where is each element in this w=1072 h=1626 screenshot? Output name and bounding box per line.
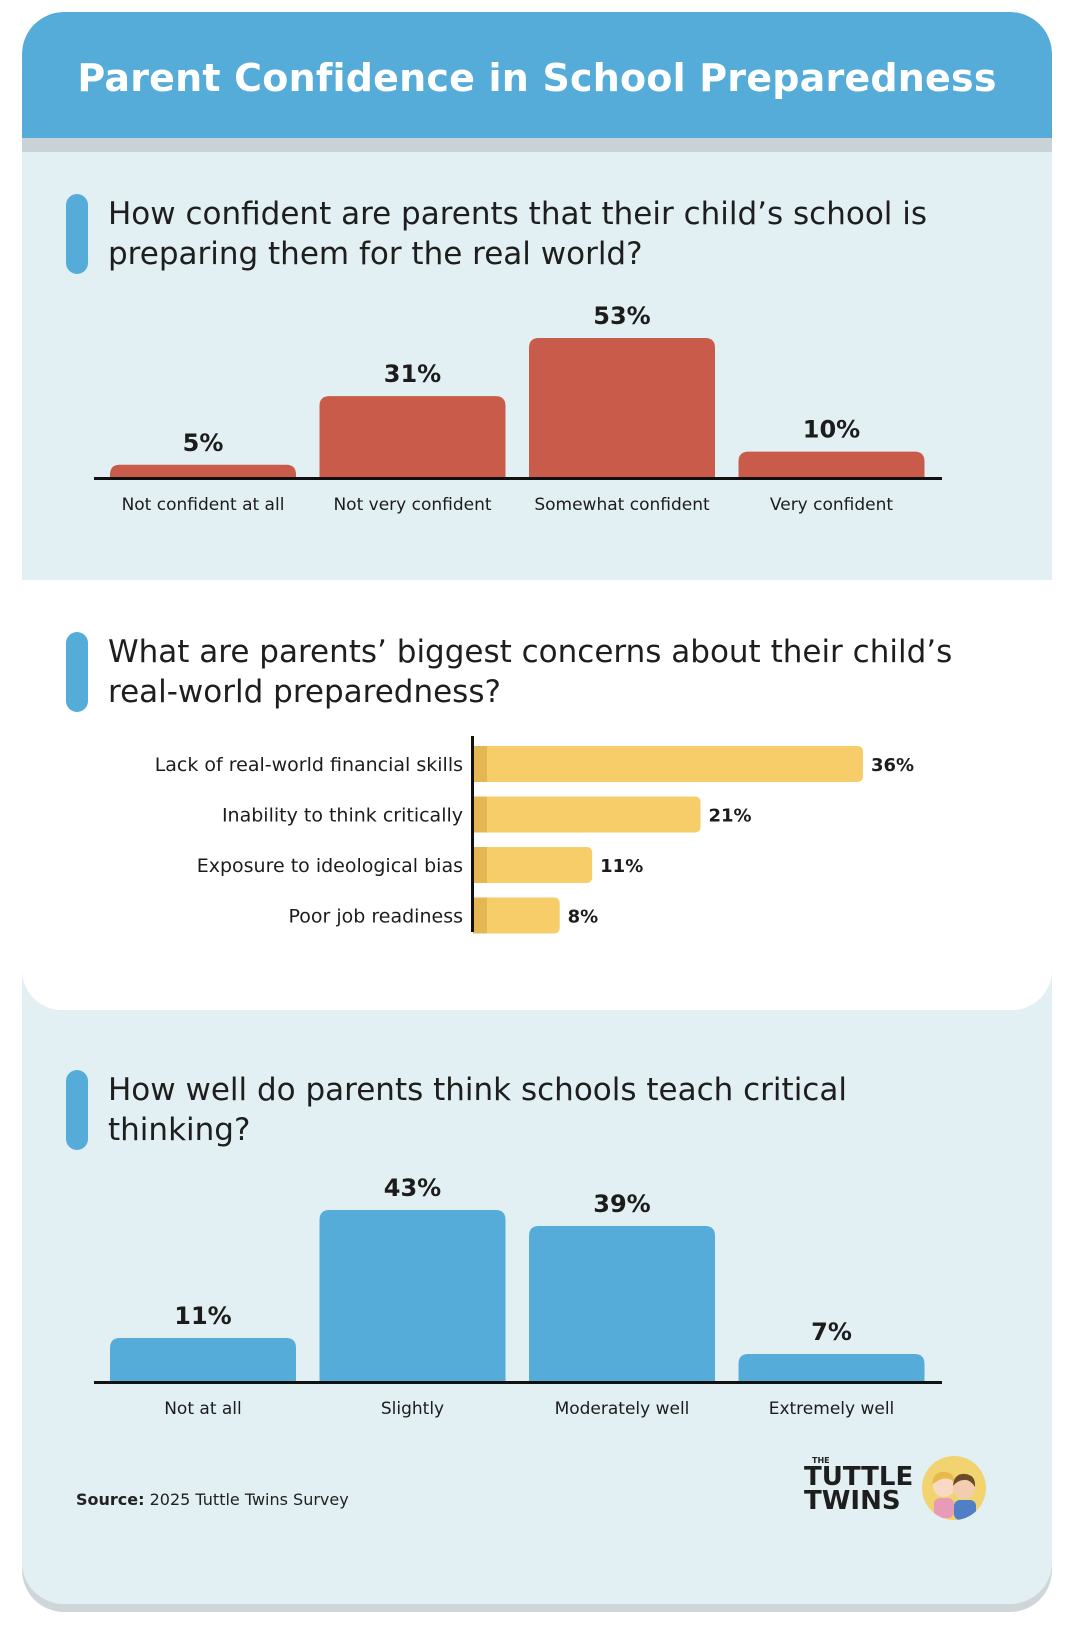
page-title: Parent Confidence in School Preparedness: [77, 56, 997, 100]
confidence-category-label: Not very confident: [333, 495, 491, 515]
critical-thinking-bar: [319, 1210, 506, 1382]
logo-the: THE: [812, 1456, 830, 1465]
concern-value-label: 21%: [709, 806, 752, 827]
confidence-bar: [529, 338, 715, 478]
critical-thinking-category-label: Moderately well: [555, 1399, 690, 1419]
concern-category-label: Inability to think critically: [222, 805, 463, 827]
logo-line-2: TWINS: [804, 1486, 901, 1516]
concern-category-label: Exposure to ideological bias: [197, 855, 463, 877]
critical-thinking-bar-chart: 11% Not at all 43% Slightly 39% Moderately we…: [94, 1174, 942, 1419]
critical-thinking-bar: [529, 1226, 715, 1382]
confidence-value-label: 53%: [593, 302, 650, 330]
concern-bar: [473, 847, 593, 883]
confidence-value-label: 10%: [803, 416, 860, 444]
header-shadow: [22, 138, 1052, 152]
critical-thinking-value-label: 7%: [811, 1318, 852, 1346]
concern-value-label: 11%: [600, 856, 643, 877]
source-text: 2025 Tuttle Twins Survey: [149, 1490, 349, 1509]
concern-bar: [473, 897, 560, 934]
concern-bar: [473, 796, 701, 833]
question-concerns: What are parents’ biggest concerns about…: [108, 634, 953, 710]
critical-thinking-bar: [110, 1338, 296, 1382]
critical-thinking-baseline: [94, 1381, 942, 1384]
critical-thinking-value-label: 43%: [384, 1174, 441, 1202]
critical-thinking-value-label: 11%: [174, 1302, 231, 1330]
confidence-bar-chart: 5% Not confident at all 31% Not very confid…: [94, 302, 942, 515]
concern-bar-shade: [473, 746, 487, 782]
concerns-bar-chart: Lack of real-world financial skills 36% In…: [155, 736, 914, 934]
tuttle-twins-logo: THE TUTTLE TWINS: [798, 1448, 998, 1520]
twins-mascot-icon: [922, 1456, 986, 1520]
confidence-value-label: 31%: [384, 360, 441, 388]
critical-thinking-bar: [738, 1354, 925, 1382]
critical-thinking-category-label: Not at all: [164, 1399, 242, 1419]
critical-thinking-category-label: Extremely well: [769, 1399, 895, 1419]
concern-bar-shade: [473, 897, 487, 934]
section-accent-bar: [66, 632, 88, 712]
concern-value-label: 8%: [568, 907, 599, 928]
section-concerns: What are parents’ biggest concerns about…: [22, 580, 1052, 1010]
question-critical-thinking: How well do parents think schools teach …: [108, 1072, 847, 1148]
section-critical-thinking: How well do parents think schools teach …: [22, 1010, 1052, 1604]
concern-bar: [473, 746, 863, 782]
section-accent-bar: [66, 194, 88, 274]
infographic-card: Parent Confidence in School Preparedness…: [22, 12, 1052, 1604]
source-note: Source: 2025 Tuttle Twins Survey: [76, 1490, 349, 1509]
concern-axis: [471, 736, 474, 932]
confidence-bar: [319, 396, 506, 478]
confidence-value-label: 5%: [183, 429, 224, 457]
concern-bar-shade: [473, 796, 487, 833]
concern-category-label: Lack of real-world financial skills: [155, 754, 463, 776]
confidence-baseline: [94, 477, 942, 480]
confidence-category-label: Not confident at all: [122, 495, 285, 515]
confidence-bar: [738, 451, 925, 478]
concern-category-label: Poor job readiness: [289, 906, 463, 928]
logo-line-1: TUTTLE: [804, 1462, 914, 1492]
critical-thinking-value-label: 39%: [593, 1190, 650, 1218]
question-confidence: How confident are parents that their chi…: [108, 196, 928, 272]
source-label: Source:: [76, 1490, 145, 1509]
section-accent-bar: [66, 1070, 88, 1150]
section-confidence: How confident are parents that their chi…: [22, 152, 1052, 580]
confidence-bar: [110, 464, 296, 478]
concern-bar-shade: [473, 847, 487, 883]
header-banner: Parent Confidence in School Preparedness: [22, 12, 1052, 138]
confidence-category-label: Very confident: [770, 495, 893, 515]
concern-value-label: 36%: [871, 755, 914, 776]
confidence-category-label: Somewhat confident: [534, 495, 710, 515]
critical-thinking-category-label: Slightly: [381, 1399, 444, 1419]
